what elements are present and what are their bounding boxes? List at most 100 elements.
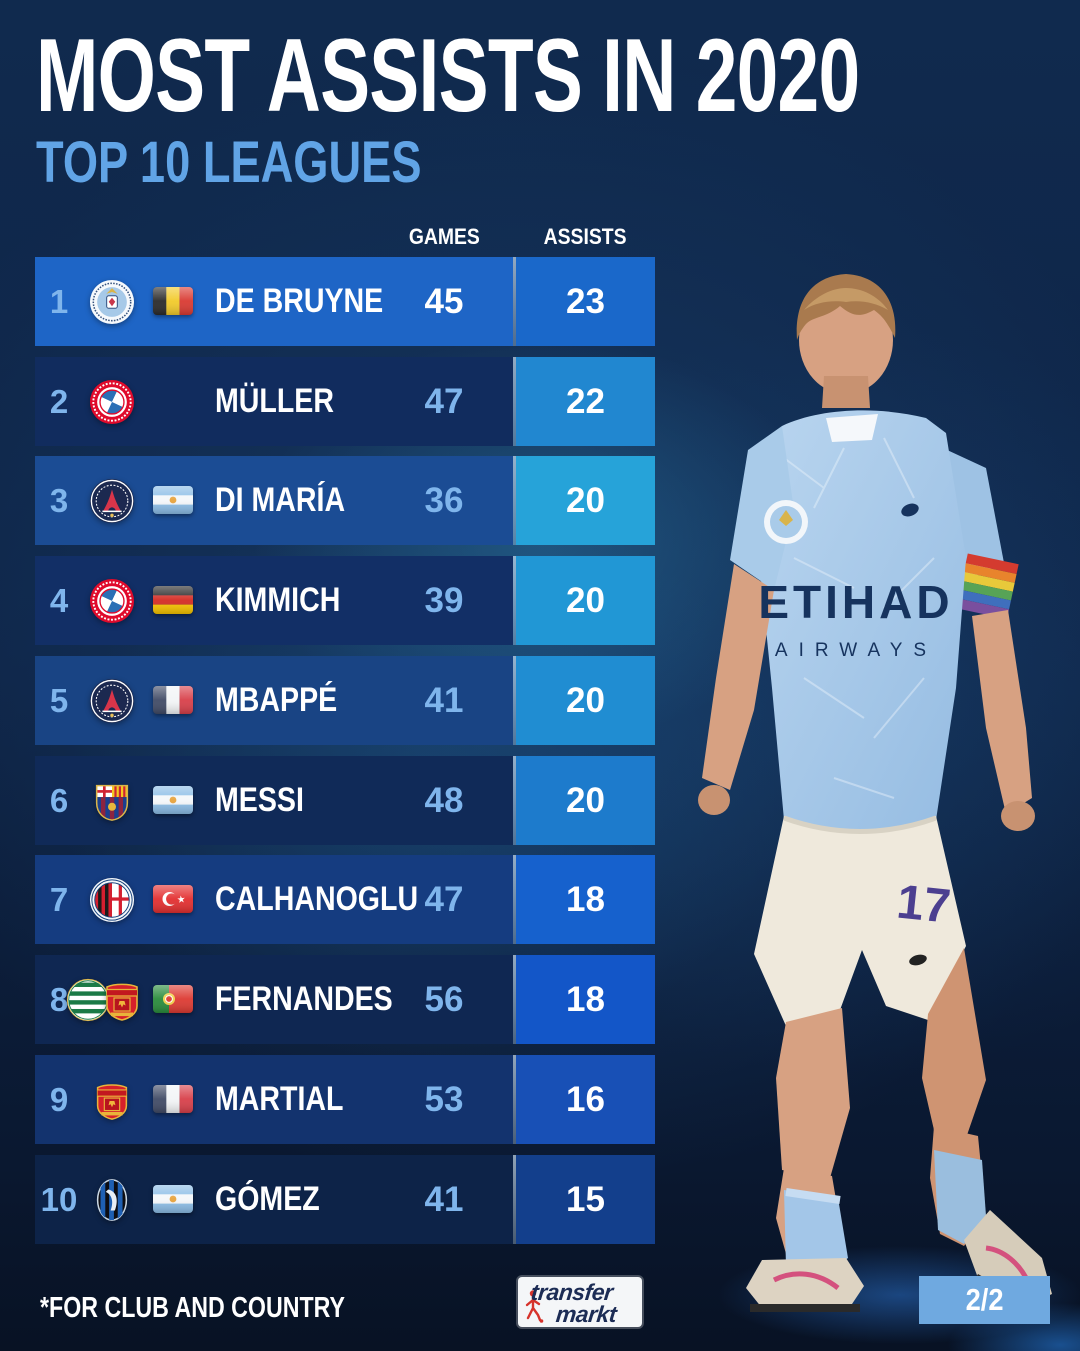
player-name: MARTIAL [215,1080,344,1118]
club-badge-ac-milan [89,877,135,923]
assists-value: 18 [566,980,605,1019]
assists-value: 22 [566,382,605,421]
nation-flag [153,486,193,514]
page-subtitle: TOP 10 LEAGUES [36,130,422,195]
column-divider [513,257,516,346]
table-row: 9 MARTIAL 53 16 [35,1055,655,1144]
assists-cell [516,656,655,745]
nation-flag [153,287,193,315]
assists-value: 20 [566,581,605,620]
assists-cell [516,1055,655,1144]
player-name: MÜLLER [215,382,334,420]
flag-argentina [153,486,193,514]
flag-belgium [153,287,193,315]
player-name: DE BRUYNE [215,282,384,320]
club-badge-psg [89,678,135,724]
assists-cell [516,1155,655,1244]
club-badge-bayern-munich [89,578,135,624]
player-name: MBAPPÉ [215,681,338,719]
table-row: 7 CALHANOGLU 47 18 [35,855,655,944]
player-photo: ETIHAD AIRWAYS 17 [634,258,1080,1338]
club-badge-barcelona [89,778,135,824]
assists-value: 20 [566,681,605,720]
assists-value: 18 [566,880,605,919]
games-value: 45 [424,282,464,321]
assists-cell [516,257,655,346]
column-divider [513,656,516,745]
table-row: 1 DE BRUYNE 45 23 [35,257,655,346]
games-value: 47 [424,382,464,421]
svg-text:17: 17 [894,875,953,933]
flag-portugal [153,985,193,1013]
club-badge-bayern-munich [89,379,135,425]
rank-number: 3 [49,482,69,519]
rank-number: 10 [40,1181,78,1218]
games-value: 56 [424,980,464,1019]
page-indicator: 2/2 [919,1276,1050,1324]
player-illustration: ETIHAD AIRWAYS 17 [698,274,1052,1312]
club-badge-manchester-united [98,976,146,1024]
flag-france [153,686,193,714]
rank-number: 4 [49,582,69,619]
assists-cell [516,357,655,446]
assists-cell [516,556,655,645]
player-name: FERNANDES [215,980,393,1018]
flag-turkey [153,885,193,913]
flag-argentina [153,786,193,814]
nation-flag [153,985,193,1013]
column-divider [513,756,516,845]
games-value: 41 [424,681,464,720]
games-value: 48 [424,781,464,820]
transfermarkt-figure-icon [525,1290,544,1323]
club-badge-manchester-united [89,1077,135,1123]
column-header-games: GAMES [408,224,480,249]
games-value: 41 [424,1180,464,1219]
rank-number: 5 [49,682,69,719]
logo-word-markt: markt [554,1301,618,1327]
table-row: 6 MESSI 48 20 [35,756,655,845]
svg-text:ETIHAD: ETIHAD [758,576,953,628]
games-value: 36 [424,481,464,520]
player-name: CALHANOGLU [215,880,419,918]
nation-flag [153,1085,193,1113]
column-header-assists: ASSISTS [543,224,627,249]
games-value: 39 [424,581,464,620]
column-divider [513,955,516,1044]
column-divider [513,456,516,545]
nation-flag [153,586,193,614]
svg-text:AIRWAYS: AIRWAYS [775,640,937,661]
player-name: MESSI [215,781,304,819]
column-divider [513,1055,516,1144]
page-title: MOST ASSISTS IN 2020 [36,18,860,134]
footnote: *FOR CLUB AND COUNTRY [40,1292,346,1324]
table-row: 8 FERNANDES 56 18 [35,955,655,1044]
table-row: 2 MÜLLER 47 22 [35,357,655,446]
table-row: 5 MBAPPÉ 41 20 [35,656,655,745]
assists-value: 15 [566,1180,605,1219]
nation-flag [153,786,193,814]
rank-number: 8 [49,981,69,1018]
flag-argentina [153,1185,193,1213]
table-row: 4 KIMMICH 39 20 [35,556,655,645]
nation-flag [153,1185,193,1213]
column-divider [513,855,516,944]
assists-cell [516,955,655,1044]
column-divider [513,357,516,446]
column-divider [513,1155,516,1244]
player-name: DI MARÍA [215,481,346,519]
assists-value: 16 [566,1080,605,1119]
player-name: GÓMEZ [215,1180,320,1218]
assists-cell [516,756,655,845]
table-row: 3 DI MARÍA 36 20 [35,456,655,545]
nation-flag [153,387,193,415]
column-divider [513,556,516,645]
flag-france [153,1085,193,1113]
club-badge-atalanta [89,1177,135,1223]
games-value: 47 [424,880,464,919]
rank-number: 1 [49,283,69,320]
table-row: 10 GÓMEZ 41 15 [35,1155,655,1244]
rank-number: 6 [49,782,69,819]
nation-flag [153,885,193,913]
assists-value: 23 [566,282,605,321]
